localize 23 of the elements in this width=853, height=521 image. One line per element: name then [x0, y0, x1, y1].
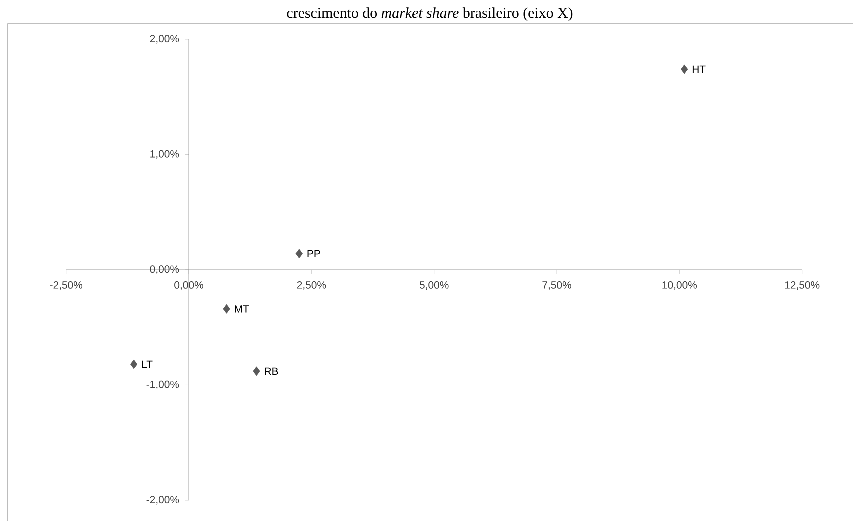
- point: [130, 360, 138, 370]
- point: [223, 304, 230, 314]
- x-tick-label: 10,00%: [662, 282, 698, 290]
- x-tick-label: -2,50%: [50, 282, 83, 290]
- chart-title: crescimento do market share brasileiro (eixo X): [287, 8, 573, 22]
- point: [253, 366, 260, 376]
- x-tick-label: 7,50%: [542, 282, 572, 290]
- x-tick-label: 2,50%: [297, 282, 326, 290]
- annotation: LT: [142, 360, 153, 368]
- y-tick-label: 1,00%: [150, 150, 180, 160]
- annotation: HT: [692, 66, 706, 74]
- point: [681, 64, 688, 74]
- annotation: MT: [235, 306, 250, 313]
- y-tick-label: -1,00%: [146, 380, 180, 390]
- annotation: RB: [265, 368, 278, 375]
- point: [296, 249, 303, 259]
- y-tick-label: 0,00%: [150, 266, 180, 274]
- x-tick-label: 0,00%: [174, 282, 204, 290]
- annotation: PP: [308, 250, 320, 258]
- x-tick-label: 5,00%: [420, 282, 449, 290]
- x-tick-label: 12,50%: [785, 282, 820, 290]
- y-tick-label: 2,00%: [150, 35, 180, 44]
- y-tick-label: -2,00%: [146, 496, 180, 505]
